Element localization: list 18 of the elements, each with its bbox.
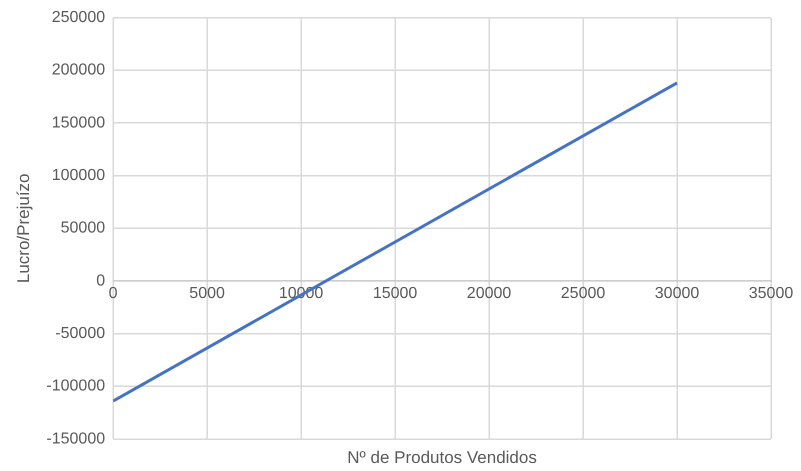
y-tick-label: 200000 <box>52 62 106 79</box>
x-tick-label: 35000 <box>748 284 794 302</box>
y-tick-label: -150000 <box>46 430 106 448</box>
x-tick-label: 25000 <box>560 284 606 302</box>
y-tick-label: 100000 <box>52 167 106 184</box>
x-tick-label: 0 <box>108 284 118 302</box>
y-tick-label: 50000 <box>60 220 106 237</box>
y-axis-title: Lucro/Prejuízo <box>14 173 33 284</box>
y-tick-label: -50000 <box>55 325 106 342</box>
y-tick-label: 250000 <box>52 9 106 26</box>
x-tick-label: 15000 <box>372 284 418 302</box>
y-tick-label: -100000 <box>46 378 106 395</box>
x-tick-label: 20000 <box>466 284 512 302</box>
y-tick-label: 0 <box>96 272 106 290</box>
x-tick-label: 30000 <box>654 284 700 302</box>
x-axis-title: Nº de Produtos Vendidos <box>347 448 537 468</box>
y-tick-label: 150000 <box>52 114 106 132</box>
x-tick-label: 5000 <box>189 284 225 302</box>
